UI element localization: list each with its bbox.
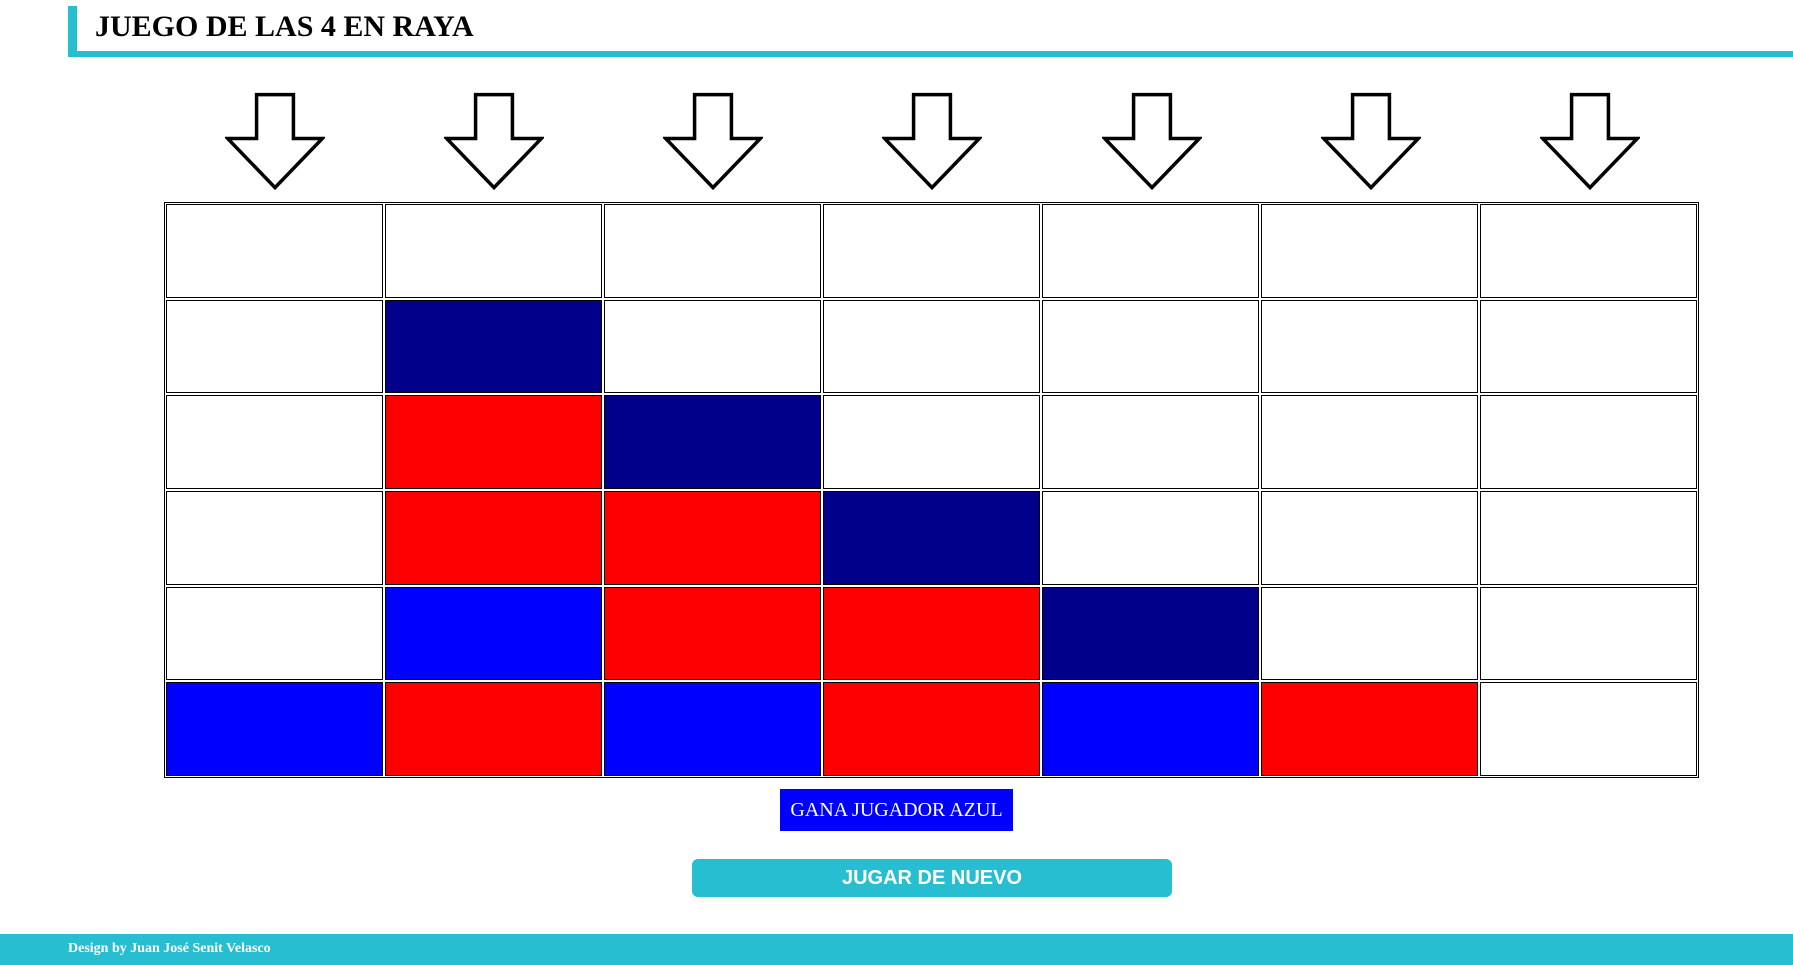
board-cell-r5-c7[interactable] <box>1480 586 1697 681</box>
status-area: GANA JUGADOR AZUL <box>0 789 1793 831</box>
arrow-down-icon <box>224 92 325 191</box>
board-cell-r6-c5-blue-piece[interactable] <box>1042 682 1259 776</box>
board-cell-r1-c3[interactable] <box>604 204 821 298</box>
arrow-down-icon <box>1321 92 1422 191</box>
play-again-button[interactable]: JUGAR DE NUEVO <box>692 859 1172 897</box>
header-underline <box>68 51 1793 57</box>
board-cell-r5-c6[interactable] <box>1261 586 1478 681</box>
board-cell-r2-c7[interactable] <box>1480 299 1697 394</box>
drop-column-3-button[interactable] <box>604 86 823 196</box>
board-cell-r6-c1-blue-piece[interactable] <box>166 682 383 776</box>
drop-column-1-button[interactable] <box>165 86 384 196</box>
board-cell-r5-c2-blue-piece[interactable] <box>385 586 602 681</box>
board-cell-r3-c5[interactable] <box>1042 395 1259 489</box>
page-footer: Design by Juan José Senit Velasco <box>0 934 1793 965</box>
board-cell-r3-c3-navy-piece[interactable] <box>604 395 821 489</box>
board-cell-r2-c2-navy-piece[interactable] <box>385 299 602 394</box>
board-cell-r5-c4-red-piece[interactable] <box>823 586 1040 681</box>
page-title: JUEGO DE LAS 4 EN RAYA <box>95 10 474 43</box>
arrow-down-icon <box>663 92 764 191</box>
column-arrows <box>165 86 1700 196</box>
board-cell-r2-c5[interactable] <box>1042 299 1259 394</box>
board-cell-r3-c7[interactable] <box>1480 395 1697 489</box>
board-cell-r3-c1[interactable] <box>166 395 383 489</box>
board-cell-r5-c1[interactable] <box>166 586 383 681</box>
board-cell-r2-c4[interactable] <box>823 299 1040 394</box>
board-cell-r1-c5[interactable] <box>1042 204 1259 298</box>
board-cell-r5-c3-red-piece[interactable] <box>604 586 821 681</box>
board-cell-r2-c3[interactable] <box>604 299 821 394</box>
board-cell-r6-c3-blue-piece[interactable] <box>604 682 821 776</box>
arrow-down-icon <box>443 92 544 191</box>
board-cell-r5-c5-navy-piece[interactable] <box>1042 586 1259 681</box>
drop-column-4-button[interactable] <box>823 86 1042 196</box>
board-cell-r4-c4-navy-piece[interactable] <box>823 490 1040 585</box>
board-cell-r6-c6-red-piece[interactable] <box>1261 682 1478 776</box>
board-cell-r4-c6[interactable] <box>1261 490 1478 585</box>
board-cell-r4-c7[interactable] <box>1480 490 1697 585</box>
game-board <box>164 202 1699 778</box>
drop-column-6-button[interactable] <box>1261 86 1480 196</box>
board-cell-r1-c2[interactable] <box>385 204 602 298</box>
winner-status: GANA JUGADOR AZUL <box>780 789 1013 831</box>
board-cell-r1-c6[interactable] <box>1261 204 1478 298</box>
drop-column-5-button[interactable] <box>1042 86 1261 196</box>
board-cell-r6-c2-red-piece[interactable] <box>385 682 602 776</box>
page-header: JUEGO DE LAS 4 EN RAYA <box>68 6 1793 57</box>
board-cell-r6-c4-red-piece[interactable] <box>823 682 1040 776</box>
drop-column-2-button[interactable] <box>384 86 603 196</box>
board-cell-r2-c6[interactable] <box>1261 299 1478 394</box>
board-cell-r3-c2-red-piece[interactable] <box>385 395 602 489</box>
board-cell-r3-c4[interactable] <box>823 395 1040 489</box>
board-cell-r2-c1[interactable] <box>166 299 383 394</box>
footer-credit: Design by Juan José Senit Velasco <box>68 941 271 956</box>
board-grid <box>166 204 1697 776</box>
board-cell-r1-c1[interactable] <box>166 204 383 298</box>
board-cell-r4-c2-red-piece[interactable] <box>385 490 602 585</box>
header-accent-bar <box>68 6 77 54</box>
drop-column-7-button[interactable] <box>1481 86 1700 196</box>
board-cell-r4-c3-red-piece[interactable] <box>604 490 821 585</box>
board-cell-r4-c1[interactable] <box>166 490 383 585</box>
arrow-down-icon <box>1540 92 1641 191</box>
arrow-down-icon <box>1101 92 1202 191</box>
board-cell-r1-c7[interactable] <box>1480 204 1697 298</box>
board-cell-r6-c7[interactable] <box>1480 682 1697 776</box>
board-cell-r3-c6[interactable] <box>1261 395 1478 489</box>
board-cell-r4-c5[interactable] <box>1042 490 1259 585</box>
arrow-down-icon <box>882 92 983 191</box>
board-cell-r1-c4[interactable] <box>823 204 1040 298</box>
